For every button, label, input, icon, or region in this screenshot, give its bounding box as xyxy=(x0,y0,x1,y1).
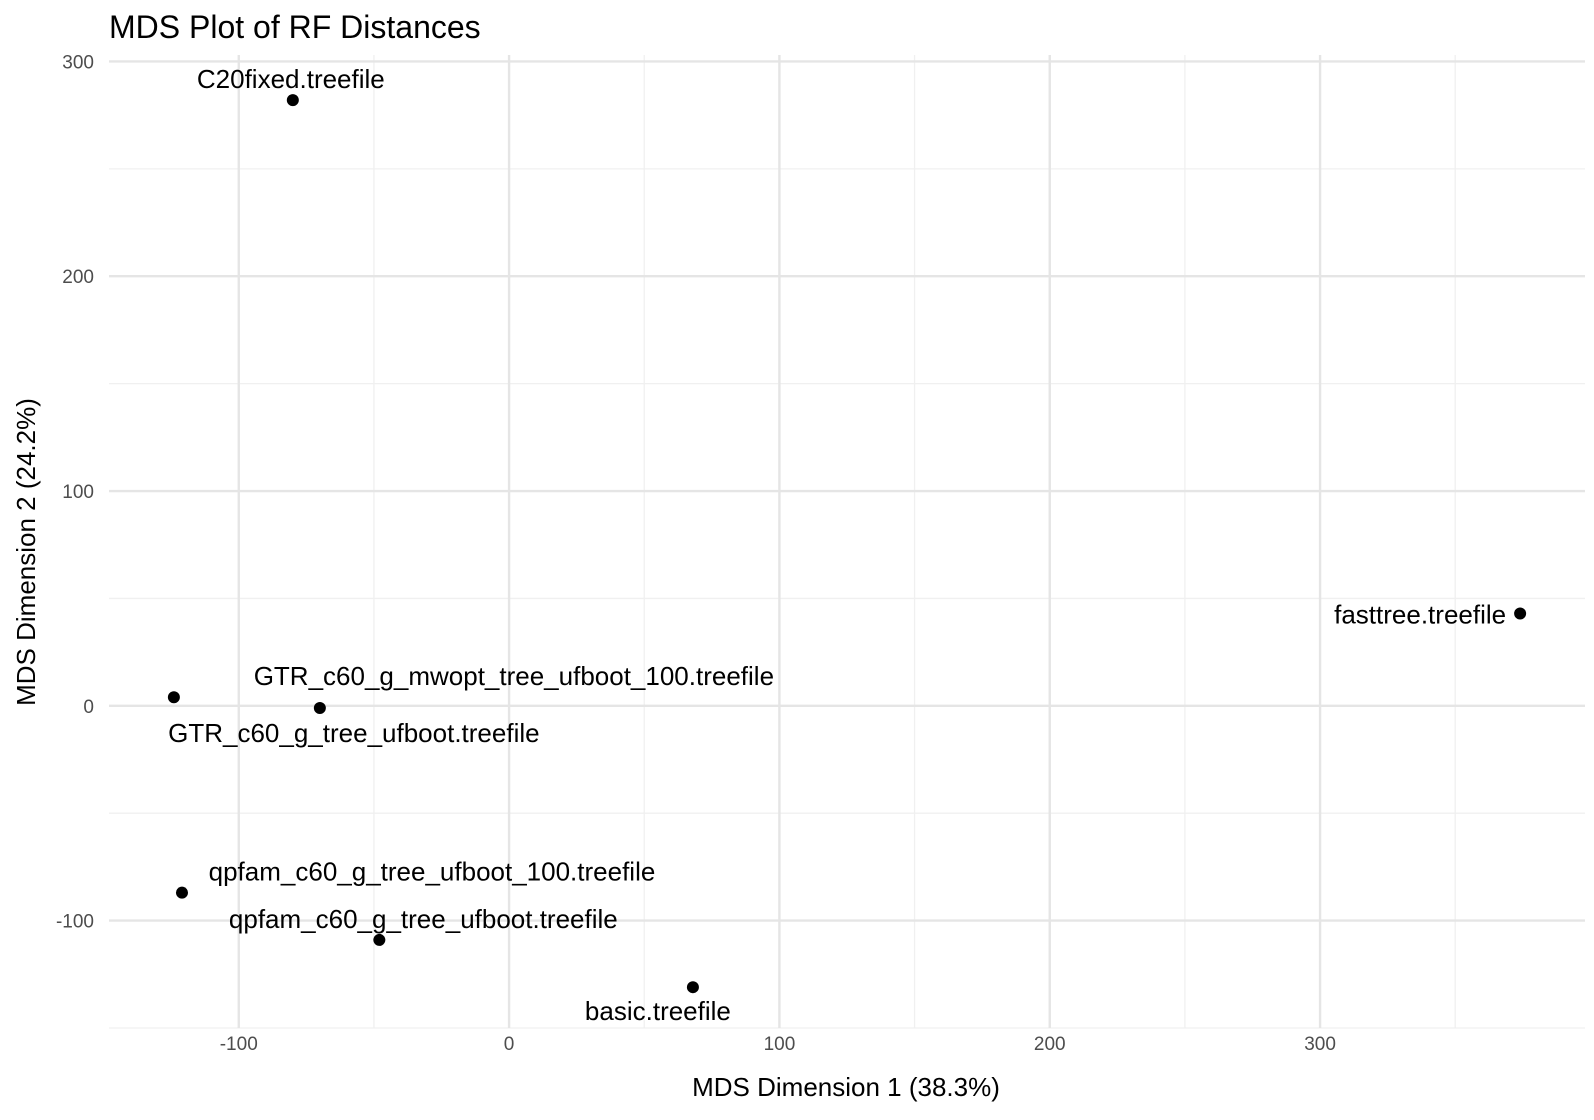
data-point-label: GTR_c60_g_mwopt_tree_ufboot_100.treefile xyxy=(254,661,774,691)
data-point xyxy=(1514,607,1527,620)
x-axis-ticks: -100 0 100 200 300 xyxy=(220,1034,1336,1055)
chart-title: MDS Plot of RF Distances xyxy=(109,9,481,45)
data-point xyxy=(175,886,188,899)
y-axis-title: MDS Dimension 2 (24.2%) xyxy=(11,398,41,706)
data-point xyxy=(286,94,299,107)
data-points xyxy=(167,94,1527,994)
data-point-label: basic.treefile xyxy=(585,996,731,1026)
data-point xyxy=(167,691,180,704)
data-point-label: qpfam_c60_g_tree_ufboot_100.treefile xyxy=(209,857,656,887)
data-point-label: C20fixed.treefile xyxy=(197,64,385,94)
x-tick-label: 300 xyxy=(1304,1034,1336,1055)
data-point-label: fasttree.treefile xyxy=(1334,599,1506,629)
x-tick-label: -100 xyxy=(220,1034,258,1055)
y-tick-label: 200 xyxy=(62,267,94,288)
minor-gridlines xyxy=(109,55,1585,1029)
y-tick-label: 0 xyxy=(83,697,94,718)
y-tick-label: 300 xyxy=(62,52,94,73)
x-tick-label: 100 xyxy=(764,1034,796,1055)
y-axis-ticks: -100 0 100 200 300 xyxy=(56,52,94,932)
data-point-labels: C20fixed.treefile fasttree.treefile GTR_c6… xyxy=(168,64,1506,1026)
y-tick-label: 100 xyxy=(62,482,94,503)
data-point-label: GTR_c60_g_tree_ufboot.treefile xyxy=(168,718,539,748)
x-axis-title: MDS Dimension 1 (38.3%) xyxy=(692,1072,1000,1102)
x-tick-label: 200 xyxy=(1034,1034,1066,1055)
y-tick-label: -100 xyxy=(56,912,94,933)
data-point xyxy=(686,981,699,994)
x-tick-label: 0 xyxy=(504,1034,515,1055)
data-point xyxy=(373,933,386,946)
data-point xyxy=(313,701,326,714)
major-gridlines xyxy=(109,55,1585,1028)
data-point-label: qpfam_c60_g_tree_ufboot.treefile xyxy=(229,904,618,934)
